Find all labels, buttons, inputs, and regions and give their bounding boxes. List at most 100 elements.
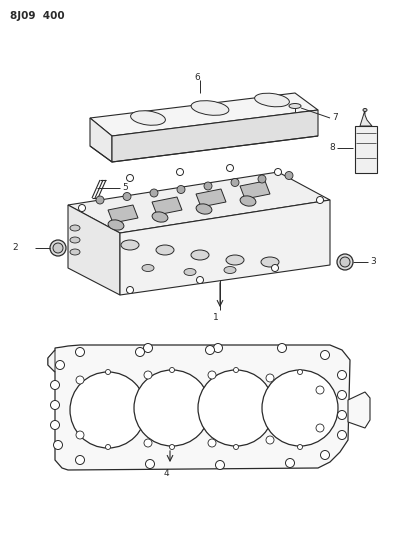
- Ellipse shape: [196, 204, 212, 214]
- Circle shape: [70, 372, 146, 448]
- Circle shape: [170, 445, 174, 449]
- Ellipse shape: [184, 269, 196, 276]
- Circle shape: [54, 440, 62, 449]
- Ellipse shape: [224, 266, 236, 273]
- Circle shape: [75, 348, 85, 357]
- Ellipse shape: [156, 245, 174, 255]
- Circle shape: [337, 410, 347, 419]
- Circle shape: [170, 367, 174, 373]
- Circle shape: [198, 370, 274, 446]
- Circle shape: [135, 348, 145, 357]
- Text: 8: 8: [329, 143, 335, 152]
- Circle shape: [320, 351, 330, 359]
- Circle shape: [197, 277, 204, 284]
- Circle shape: [233, 367, 239, 373]
- Ellipse shape: [261, 257, 279, 267]
- Text: 3: 3: [370, 257, 376, 266]
- Circle shape: [262, 370, 338, 446]
- Circle shape: [208, 371, 216, 379]
- Circle shape: [145, 459, 154, 469]
- Text: 1: 1: [213, 313, 219, 322]
- Ellipse shape: [191, 101, 229, 115]
- Ellipse shape: [70, 225, 80, 231]
- Text: 2: 2: [12, 244, 18, 253]
- Circle shape: [96, 196, 104, 204]
- Circle shape: [127, 174, 133, 182]
- Circle shape: [50, 421, 60, 430]
- Circle shape: [76, 431, 84, 439]
- Circle shape: [177, 185, 185, 193]
- Polygon shape: [355, 126, 377, 173]
- Circle shape: [285, 172, 293, 180]
- Polygon shape: [48, 350, 55, 372]
- Polygon shape: [108, 205, 138, 223]
- Circle shape: [75, 456, 85, 464]
- Circle shape: [79, 205, 85, 212]
- Circle shape: [316, 386, 324, 394]
- Circle shape: [316, 197, 324, 204]
- Ellipse shape: [240, 196, 256, 206]
- Circle shape: [53, 243, 63, 253]
- Circle shape: [106, 369, 110, 375]
- Circle shape: [266, 374, 274, 382]
- Circle shape: [206, 345, 214, 354]
- Circle shape: [134, 370, 210, 446]
- Polygon shape: [112, 110, 318, 162]
- Circle shape: [143, 343, 152, 352]
- Polygon shape: [48, 345, 350, 470]
- Circle shape: [226, 165, 233, 172]
- Circle shape: [50, 240, 66, 256]
- Ellipse shape: [289, 103, 301, 109]
- Polygon shape: [348, 392, 370, 428]
- Circle shape: [337, 431, 347, 440]
- Text: 5: 5: [122, 183, 128, 192]
- Circle shape: [340, 257, 350, 267]
- Ellipse shape: [226, 255, 244, 265]
- Circle shape: [233, 445, 239, 449]
- Circle shape: [144, 439, 152, 447]
- Text: 6: 6: [194, 72, 200, 82]
- Circle shape: [56, 360, 64, 369]
- Ellipse shape: [121, 240, 139, 250]
- Ellipse shape: [363, 109, 367, 111]
- Circle shape: [337, 254, 353, 270]
- Circle shape: [231, 179, 239, 187]
- Circle shape: [208, 439, 216, 447]
- Ellipse shape: [191, 250, 209, 260]
- Circle shape: [337, 370, 347, 379]
- Circle shape: [144, 371, 152, 379]
- Circle shape: [274, 168, 282, 175]
- Text: 4: 4: [163, 469, 169, 478]
- Circle shape: [266, 436, 274, 444]
- Circle shape: [258, 175, 266, 183]
- Circle shape: [272, 264, 278, 271]
- Circle shape: [297, 445, 303, 449]
- Polygon shape: [90, 93, 318, 136]
- Polygon shape: [240, 181, 270, 199]
- Text: 7: 7: [332, 114, 338, 123]
- Polygon shape: [196, 189, 226, 207]
- Ellipse shape: [108, 220, 124, 230]
- Ellipse shape: [142, 264, 154, 271]
- Polygon shape: [68, 205, 120, 295]
- Circle shape: [50, 381, 60, 390]
- Circle shape: [320, 450, 330, 459]
- Circle shape: [297, 369, 303, 375]
- Circle shape: [123, 192, 131, 200]
- Text: 8J09  400: 8J09 400: [10, 11, 64, 21]
- Polygon shape: [68, 172, 330, 233]
- Circle shape: [127, 287, 133, 294]
- Circle shape: [316, 424, 324, 432]
- Circle shape: [216, 461, 224, 470]
- Circle shape: [150, 189, 158, 197]
- Ellipse shape: [70, 249, 80, 255]
- Polygon shape: [120, 200, 330, 295]
- Circle shape: [278, 343, 287, 352]
- Circle shape: [337, 391, 347, 400]
- Circle shape: [204, 182, 212, 190]
- Circle shape: [106, 445, 110, 449]
- Ellipse shape: [70, 237, 80, 243]
- Polygon shape: [90, 118, 112, 162]
- Circle shape: [285, 458, 295, 467]
- Circle shape: [214, 343, 222, 352]
